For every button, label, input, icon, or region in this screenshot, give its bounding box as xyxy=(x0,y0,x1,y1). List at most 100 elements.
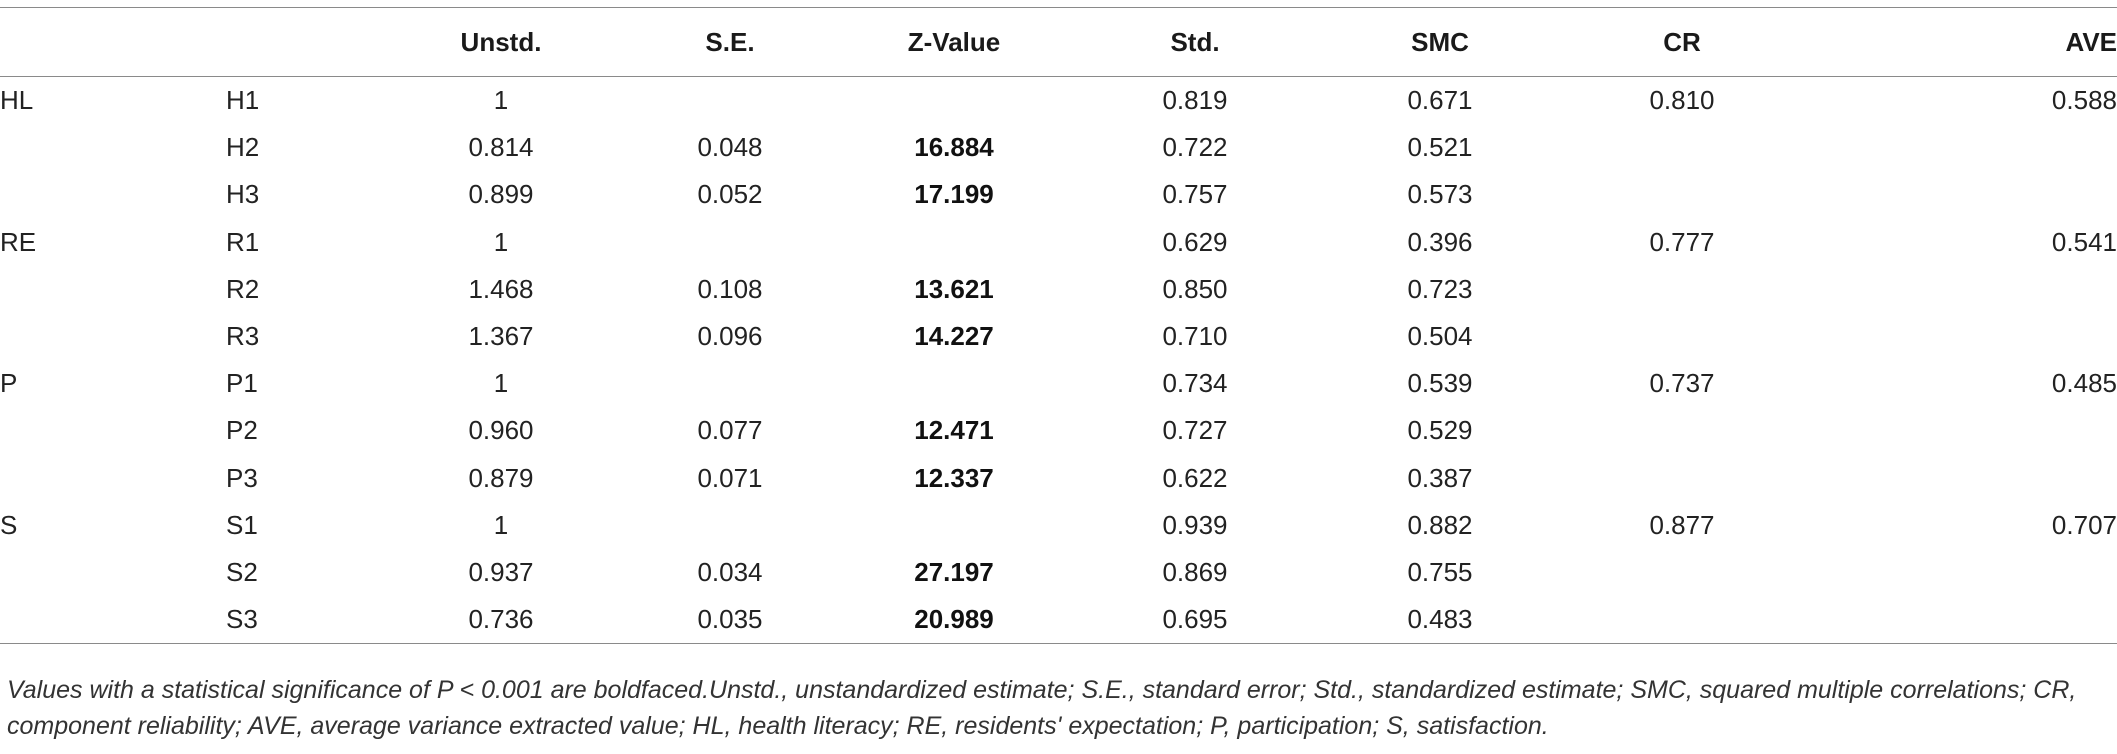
cell-std: 0.869 xyxy=(1162,556,1228,587)
cell-ave xyxy=(1805,171,2117,218)
cell-item: S3 xyxy=(226,596,381,645)
cell-z-value: 17.199 xyxy=(914,179,994,210)
cell-group xyxy=(0,407,226,454)
cell-std: 0.622 xyxy=(1162,462,1228,493)
cell-cr xyxy=(1559,171,1805,218)
cell-unstd: 1 xyxy=(493,509,509,540)
cell-item: R1 xyxy=(226,226,260,257)
cell-std: 0.819 xyxy=(1162,85,1228,116)
cell-item: R3 xyxy=(226,321,260,352)
cell-smc: 0.882 xyxy=(1407,509,1473,540)
table-row: RE R1 1 0.629 0.396 0.777 0.541 xyxy=(0,219,2117,266)
table-row: R3 1.367 0.096 14.227 0.710 0.504 xyxy=(0,313,2117,360)
cell-item: P2 xyxy=(226,415,258,446)
cell-smc: 0.521 xyxy=(1407,132,1473,163)
cell-se: 0.071 xyxy=(697,462,763,493)
cell-group xyxy=(0,313,226,360)
header-smc: SMC xyxy=(1321,7,1559,77)
cell-z-value xyxy=(839,502,1069,549)
header-item xyxy=(226,7,381,77)
cell-group xyxy=(0,171,226,218)
cell-z-value: 14.227 xyxy=(914,321,994,352)
cell-z-value: 16.884 xyxy=(914,132,994,163)
table-row: S3 0.736 0.035 20.989 0.695 0.483 xyxy=(0,596,2117,645)
cell-se: 0.035 xyxy=(621,596,839,645)
cell-z-value xyxy=(839,219,1069,266)
cell-z-value: 12.471 xyxy=(914,415,994,446)
table-footnote: Values with a statistical significance o… xyxy=(7,676,2077,740)
cell-std: 0.629 xyxy=(1162,226,1228,257)
table-row: S2 0.937 0.034 27.197 0.869 0.755 xyxy=(0,549,2117,596)
cell-unstd: 0.814 xyxy=(468,132,534,163)
cell-item: P1 xyxy=(226,368,258,399)
table-header: Unstd. S.E. Z-Value Std. SMC CR AVE xyxy=(0,7,2117,77)
cell-std: 0.939 xyxy=(1162,509,1228,540)
cell-unstd: 1 xyxy=(493,368,509,399)
cell-cr xyxy=(1559,124,1805,171)
cell-unstd: 0.879 xyxy=(468,462,534,493)
cell-smc: 0.671 xyxy=(1407,85,1473,116)
cell-group xyxy=(0,266,226,313)
cell-smc: 0.396 xyxy=(1407,226,1473,257)
header-unstd: Unstd. xyxy=(381,7,621,77)
cell-item: S1 xyxy=(226,509,258,540)
cell-cr: 0.810 xyxy=(1649,85,1715,116)
cell-std: 0.710 xyxy=(1162,321,1228,352)
cell-ave xyxy=(1805,455,2117,502)
cell-se xyxy=(621,219,839,266)
cell-ave: 0.707 xyxy=(2051,509,2117,540)
header-cr: CR xyxy=(1559,7,1805,77)
cell-smc: 0.755 xyxy=(1407,556,1473,587)
cell-smc: 0.529 xyxy=(1407,415,1473,446)
cell-group xyxy=(0,549,226,596)
cell-unstd: 1.468 xyxy=(468,273,534,304)
header-se: S.E. xyxy=(621,7,839,77)
header-row: Unstd. S.E. Z-Value Std. SMC CR AVE xyxy=(0,7,2117,77)
cell-ave: 0.541 xyxy=(2051,226,2117,257)
cell-smc: 0.504 xyxy=(1407,321,1473,352)
cell-unstd: 1 xyxy=(493,85,509,116)
cell-z-value: 13.621 xyxy=(914,273,994,304)
cell-cr xyxy=(1559,455,1805,502)
cell-group xyxy=(0,455,226,502)
cell-cr: 0.737 xyxy=(1649,368,1715,399)
cell-se: 0.077 xyxy=(697,415,763,446)
cell-cr: 0.777 xyxy=(1649,226,1715,257)
cell-ave: 0.588 xyxy=(2051,85,2117,116)
cell-group: RE xyxy=(0,226,37,257)
cell-cr xyxy=(1559,266,1805,313)
cell-unstd: 1.367 xyxy=(468,321,534,352)
cell-unstd: 0.736 xyxy=(381,596,621,645)
table-row: P3 0.879 0.071 12.337 0.622 0.387 xyxy=(0,455,2117,502)
cell-std: 0.757 xyxy=(1162,179,1228,210)
cell-std: 0.850 xyxy=(1162,273,1228,304)
cell-item: S2 xyxy=(226,556,258,587)
cell-ave: 0.485 xyxy=(2051,368,2117,399)
cell-ave xyxy=(1805,313,2117,360)
cell-z-value xyxy=(839,77,1069,125)
cell-std: 0.722 xyxy=(1162,132,1228,163)
cell-unstd: 1 xyxy=(493,226,509,257)
cell-se xyxy=(621,360,839,407)
table-row: P P1 1 0.734 0.539 0.737 0.485 xyxy=(0,360,2117,407)
cell-se: 0.048 xyxy=(697,132,763,163)
table-row: R2 1.468 0.108 13.621 0.850 0.723 xyxy=(0,266,2117,313)
cell-std: 0.734 xyxy=(1162,368,1228,399)
cell-se xyxy=(621,77,839,125)
cell-z-value: 27.197 xyxy=(914,556,994,587)
cell-se xyxy=(621,502,839,549)
cell-ave xyxy=(1805,124,2117,171)
cell-smc: 0.723 xyxy=(1407,273,1473,304)
cell-cr: 0.877 xyxy=(1649,509,1715,540)
cell-cr xyxy=(1559,549,1805,596)
table-body: HL H1 1 0.819 0.671 0.810 0.588 H2 0.814 0.048 16.… xyxy=(0,77,2117,645)
cell-item: H3 xyxy=(226,179,260,210)
cell-se: 0.052 xyxy=(697,179,763,210)
cell-cr xyxy=(1559,313,1805,360)
table-row: H3 0.899 0.052 17.199 0.757 0.573 xyxy=(0,171,2117,218)
cell-item: H2 xyxy=(226,132,260,163)
cell-group xyxy=(0,596,226,645)
cell-group: P xyxy=(0,368,18,399)
cell-smc: 0.539 xyxy=(1407,368,1473,399)
cell-cr xyxy=(1559,596,1805,645)
